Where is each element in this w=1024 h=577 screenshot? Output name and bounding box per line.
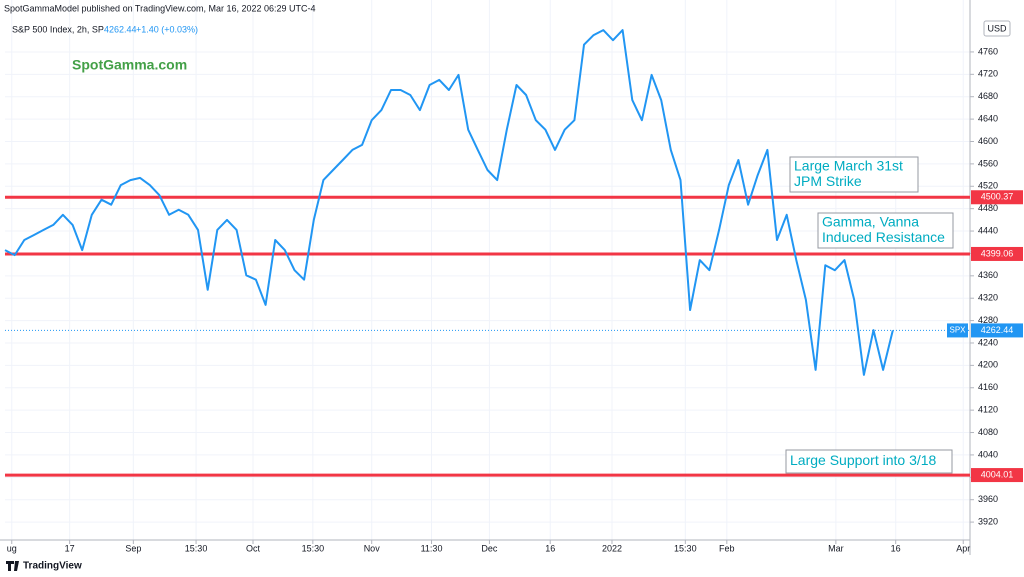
level-label: 4500.37 [981, 192, 1014, 202]
y-tick-label: 4160 [978, 382, 998, 392]
y-tick-label: 4640 [978, 113, 998, 123]
legend-price: 4262.44 [104, 24, 137, 34]
x-tick-label: 16 [545, 543, 555, 553]
watermark: SpotGamma.com [72, 57, 187, 73]
x-tick-label: 15:30 [302, 543, 325, 553]
level-label: 4399.06 [981, 248, 1014, 258]
annotation-box [817, 212, 954, 249]
x-tick-label: 11:30 [421, 543, 443, 553]
y-tick-label: 4680 [978, 91, 998, 101]
price-name: SPX [949, 326, 966, 335]
level-label-box [971, 190, 1023, 205]
y-tick-label: 4280 [978, 315, 998, 325]
y-tick-label: 4480 [978, 203, 998, 213]
currency[interactable]: USD [987, 23, 1007, 33]
y-tick-label: 4560 [978, 158, 998, 168]
y-tick-label: 3920 [978, 516, 998, 526]
x-tick-label: 2022 [602, 543, 622, 553]
y-tick-label: 4080 [978, 427, 998, 437]
x-tick-label: 15:30 [185, 543, 208, 553]
header: SpotGammaModel published on TradingView.… [4, 3, 316, 13]
logo-icon [6, 561, 19, 571]
annotation-text: Large March 31st [794, 158, 903, 174]
y-tick-label: 4760 [978, 46, 998, 56]
y-tick-label: 4200 [978, 360, 998, 370]
legend-name: S&P 500 Index, 2h, SP [12, 24, 104, 34]
y-tick-label: 4440 [978, 225, 998, 235]
x-tick-label: Sep [125, 543, 141, 553]
level-label-box [971, 246, 1023, 261]
x-tick-label: 16 [891, 543, 901, 553]
annotation-box [785, 449, 953, 474]
y-tick-label: 4040 [978, 449, 998, 459]
x-tick-label: Feb [719, 543, 735, 553]
x-tick-label: 17 [65, 543, 75, 553]
annotation-text: JPM Strike [794, 173, 862, 189]
y-tick-label: 4360 [978, 270, 998, 280]
level-label-box [971, 468, 1023, 483]
y-tick-label: 3960 [978, 494, 998, 504]
annotation-text: Large Support into 3/18 [790, 452, 937, 468]
price-label-box [971, 323, 1023, 338]
y-tick-label: 4520 [978, 181, 998, 191]
annotation-text: Gamma, Vanna [822, 214, 919, 230]
x-tick-label: Oct [246, 543, 261, 553]
y-tick-label: 4120 [978, 405, 998, 415]
x-tick-label: ug [7, 543, 17, 553]
price-name-box [947, 323, 968, 338]
legend-change: +1.40 (+0.03%) [136, 24, 198, 34]
x-tick-label: 15:30 [674, 543, 697, 553]
level-label: 4004.01 [981, 469, 1014, 479]
x-tick-label: Nov [364, 543, 381, 553]
price-label: 4262.44 [981, 325, 1014, 335]
y-tick-label: 4240 [978, 337, 998, 347]
y-tick-label: 4320 [978, 293, 998, 303]
annotation-box [789, 156, 919, 193]
price-line-series [4, 29, 894, 376]
annotation-text: Induced Resistance [822, 229, 945, 245]
currency-box[interactable] [983, 20, 1011, 37]
x-tick-label: Mar [828, 543, 844, 553]
x-tick-label: Apr [956, 543, 970, 553]
y-tick-label: 4720 [978, 69, 998, 79]
footer-brand: TradingView [23, 561, 82, 572]
x-tick-label: Dec [481, 543, 498, 553]
y-tick-label: 4600 [978, 136, 998, 146]
